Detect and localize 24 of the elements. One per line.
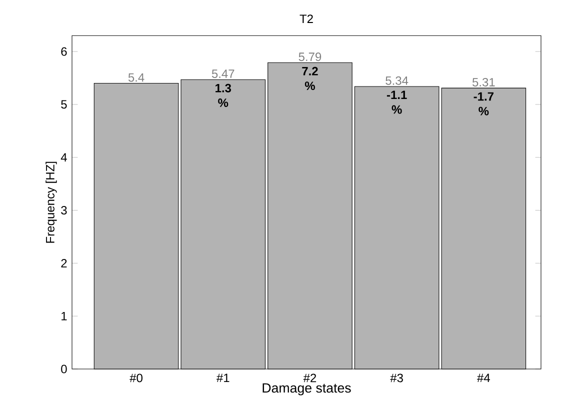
x-tick-label: #3	[390, 374, 403, 382]
y-tick-label: 5	[61, 100, 67, 109]
annotation: 7.2 %	[302, 66, 318, 90]
chart-title: T2	[300, 14, 313, 23]
y-axis-title: Frequency [HZ]	[46, 162, 57, 243]
x-tick-label: #0	[130, 374, 142, 382]
x-axis-title: Damage states	[262, 383, 351, 396]
data-label: 5.31	[472, 78, 495, 86]
data-label: 5.4	[128, 73, 144, 82]
y-tick-label: 2	[61, 258, 67, 268]
data-label: 5.34	[386, 76, 408, 85]
annotation: 1.3 %	[216, 84, 232, 107]
y-tick-label: 3	[61, 206, 67, 215]
y-tick-label: 4	[60, 153, 67, 162]
y-tick-label: 1	[62, 312, 67, 320]
annotation: -1.1 %	[386, 90, 407, 114]
data-label: 5.47	[212, 70, 234, 78]
annotation: -1.7 %	[474, 92, 494, 116]
x-tick-label: #2	[303, 374, 316, 382]
x-tick-label: #1	[216, 374, 230, 382]
x-tick-label: #4	[477, 374, 490, 382]
y-tick-label: 0	[61, 364, 67, 374]
data-label: 5.79	[298, 52, 322, 62]
y-tick-label: 6	[61, 47, 67, 56]
